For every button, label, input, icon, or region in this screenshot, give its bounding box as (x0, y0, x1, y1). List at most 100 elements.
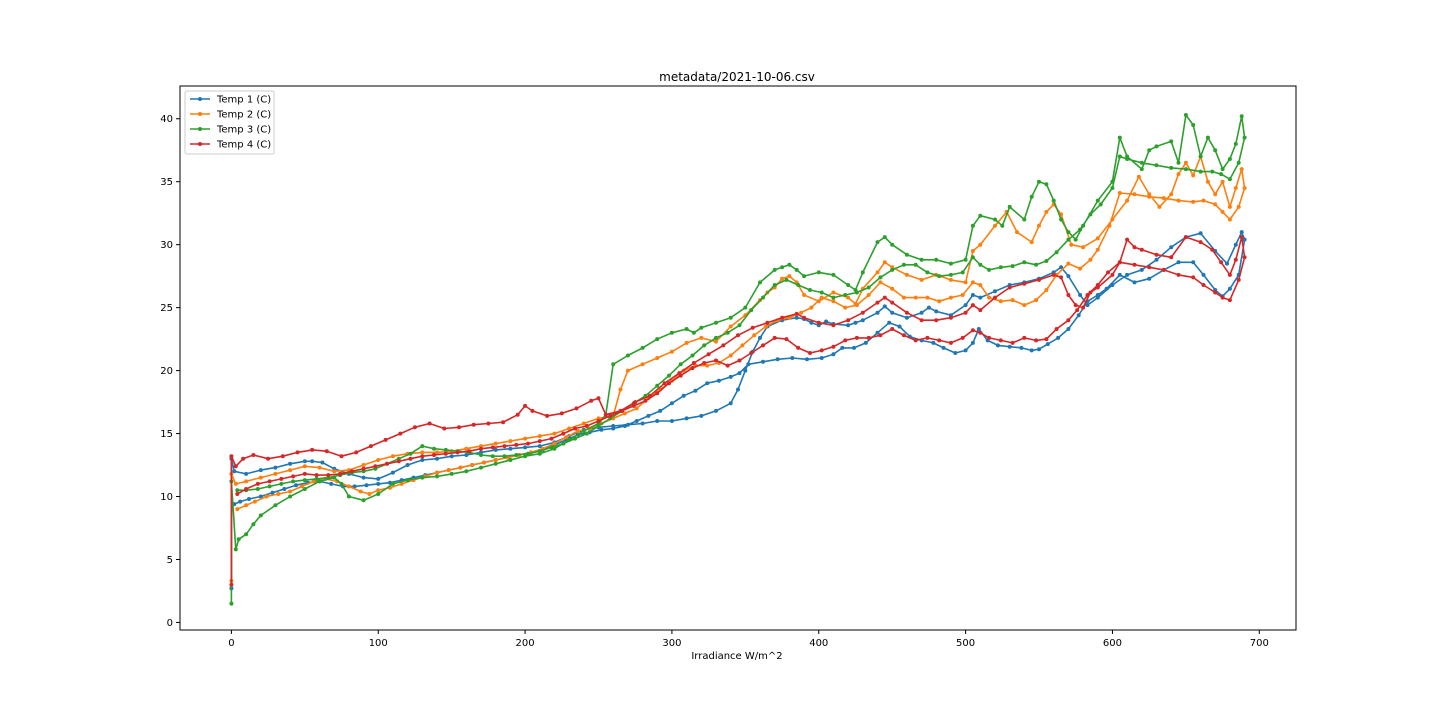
data-point (1037, 347, 1041, 352)
data-point (970, 328, 975, 333)
data-point (805, 357, 809, 362)
data-point (846, 295, 851, 300)
data-point (678, 362, 683, 367)
data-point (244, 487, 249, 491)
data-point (405, 478, 410, 483)
data-point (1157, 204, 1162, 209)
data-point (866, 335, 871, 340)
data-point (1139, 267, 1144, 272)
data-point (1227, 204, 1232, 209)
data-point (937, 299, 942, 304)
data-point (1183, 235, 1188, 240)
data-point (882, 260, 887, 265)
data-point (737, 358, 742, 363)
data-point (716, 378, 721, 383)
data-point (737, 323, 742, 328)
data-point (244, 479, 249, 484)
data-point (705, 363, 710, 368)
data-point (761, 359, 765, 364)
y-axis: 0 5 10 15 20 25 30 35 40 (160, 114, 180, 629)
data-point (646, 413, 651, 418)
data-point (737, 371, 742, 376)
data-point (1233, 257, 1238, 262)
data-point (1191, 260, 1196, 265)
data-point (925, 335, 930, 340)
data-point (233, 547, 238, 552)
series-1 (229, 230, 1247, 591)
data-point (405, 463, 410, 467)
data-point (581, 429, 586, 433)
data-point (493, 458, 498, 462)
data-point (514, 442, 519, 447)
data-point (913, 338, 918, 343)
legend-marker (198, 112, 202, 116)
data-point (802, 315, 807, 320)
data-point (978, 330, 983, 335)
data-point (970, 303, 975, 308)
data-point (508, 458, 513, 462)
data-point (1081, 305, 1086, 310)
data-point (794, 267, 799, 272)
data-point (552, 441, 557, 446)
data-point (736, 387, 740, 392)
data-point (1154, 252, 1159, 257)
data-point (1227, 217, 1232, 222)
data-point (299, 484, 304, 489)
data-point (493, 441, 498, 446)
data-point (1198, 240, 1203, 245)
data-point (725, 363, 730, 368)
data-point (831, 323, 836, 328)
data-point (523, 454, 528, 459)
data-point (376, 492, 381, 496)
data-point (1233, 186, 1238, 190)
data-point (854, 303, 859, 308)
data-point (640, 421, 645, 426)
data-point (1242, 237, 1247, 242)
data-point (655, 391, 660, 396)
data-point (890, 310, 895, 315)
x-tick-label: 200 (516, 638, 535, 649)
data-point (258, 475, 263, 480)
data-point (684, 416, 689, 421)
data-point (1242, 135, 1247, 140)
data-point (479, 446, 483, 451)
data-point (338, 471, 343, 476)
data-point (948, 340, 953, 345)
data-point (1239, 235, 1244, 240)
data-point (772, 267, 777, 272)
data-point (1044, 182, 1049, 187)
data-point (655, 419, 660, 423)
data-point (919, 257, 924, 262)
data-point (1078, 293, 1083, 297)
data-point (1045, 342, 1050, 347)
data-point (963, 310, 968, 315)
data-point (1022, 217, 1027, 222)
data-point (1022, 281, 1027, 286)
data-point (765, 320, 770, 325)
data-point (302, 487, 307, 491)
data-point (1136, 174, 1141, 179)
data-point (1034, 338, 1039, 343)
data-point (1037, 277, 1041, 282)
y-tick-label: 20 (160, 366, 173, 377)
data-point (667, 373, 671, 378)
data-point (376, 481, 381, 486)
data-point (1125, 237, 1130, 242)
data-point (1044, 288, 1049, 292)
legend-marker (198, 97, 202, 101)
data-point (233, 464, 238, 469)
legend-label: Temp 2 (C) (216, 110, 271, 121)
data-point (435, 470, 439, 475)
data-point (784, 277, 789, 282)
data-point (702, 361, 707, 365)
data-point (890, 267, 895, 272)
data-point (358, 489, 363, 494)
data-point (706, 352, 711, 357)
data-point (479, 465, 483, 470)
data-point (1236, 160, 1241, 165)
data-point (302, 459, 307, 464)
data-point (913, 262, 918, 267)
data-point (1132, 192, 1137, 197)
data-point (970, 255, 975, 260)
data-point (537, 434, 542, 439)
